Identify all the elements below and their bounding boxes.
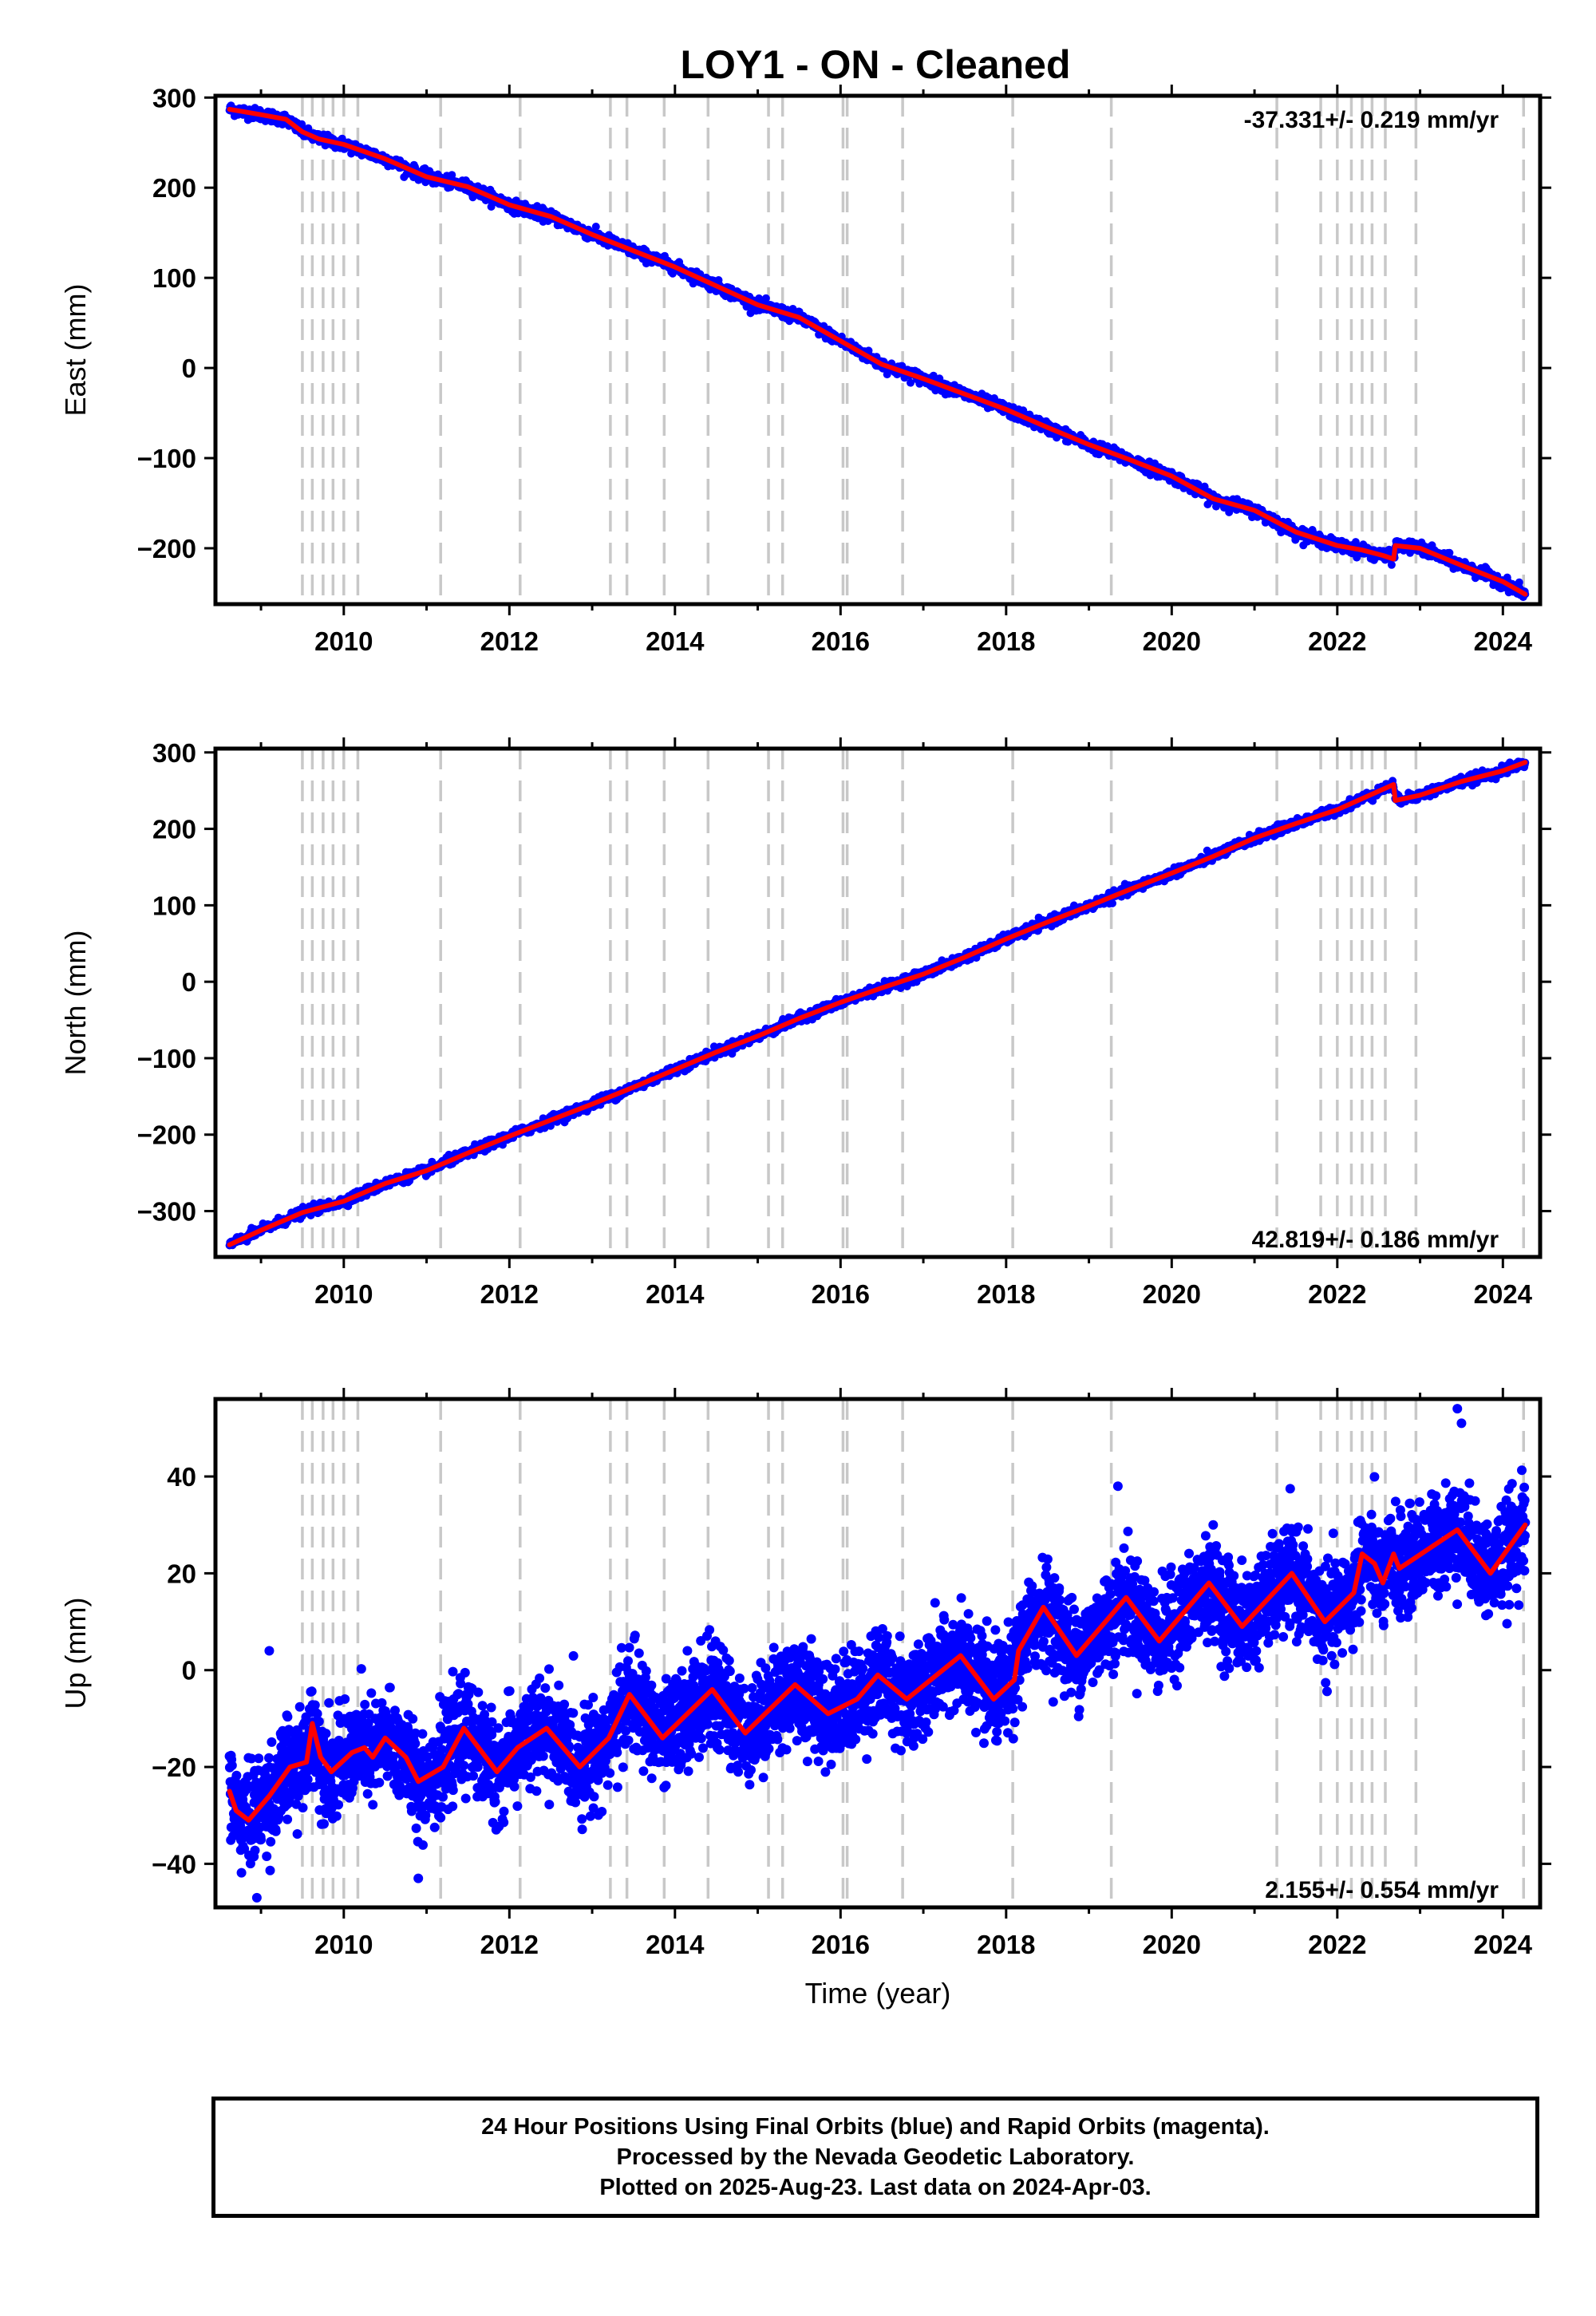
data-point — [448, 171, 456, 180]
data-point — [1108, 899, 1116, 907]
x-tick-label: 2024 — [1474, 626, 1533, 656]
data-point — [591, 223, 600, 231]
x-tick-label: 2016 — [812, 626, 870, 656]
north-panel: 2010 2012 2014 2016 2018 2020 2022 202430020010… — [59, 737, 1551, 1309]
data-point — [907, 378, 915, 387]
y-tick-label: 100 — [152, 263, 196, 293]
data-point — [1515, 578, 1523, 587]
x-tick-label: 2014 — [646, 626, 705, 656]
y-axis-title: East (mm) — [59, 284, 92, 417]
x-tick-label: 2022 — [1308, 626, 1366, 656]
x-tick-label: 2010 — [314, 626, 373, 656]
data-point — [761, 294, 770, 302]
x-tick-label: 2018 — [977, 626, 1035, 656]
y-tick-label: 300 — [152, 83, 196, 113]
y-tick-label: 0 — [182, 354, 196, 383]
rate-annotation: -37.331+/- 0.219 mm/yr — [1244, 107, 1499, 133]
plot-frame — [213, 93, 1543, 607]
data-point — [1385, 545, 1393, 554]
y-tick-label: 200 — [152, 173, 196, 203]
y-tick-label: −200 — [137, 534, 196, 563]
model-line — [227, 106, 1528, 597]
x-tick-label: 2012 — [480, 626, 539, 656]
data-point — [1387, 560, 1396, 569]
y-tick-label: −100 — [137, 444, 196, 473]
plot-area — [225, 96, 1530, 604]
plot-area — [225, 749, 1530, 1257]
east-panel: 2010 2012 2014 2016 2018 2020 2022 2024 300 200 10… — [59, 83, 1551, 656]
x-tick-label: 2020 — [1143, 626, 1201, 656]
chart-title: LOY1 - ON - Cleaned — [681, 42, 1071, 87]
